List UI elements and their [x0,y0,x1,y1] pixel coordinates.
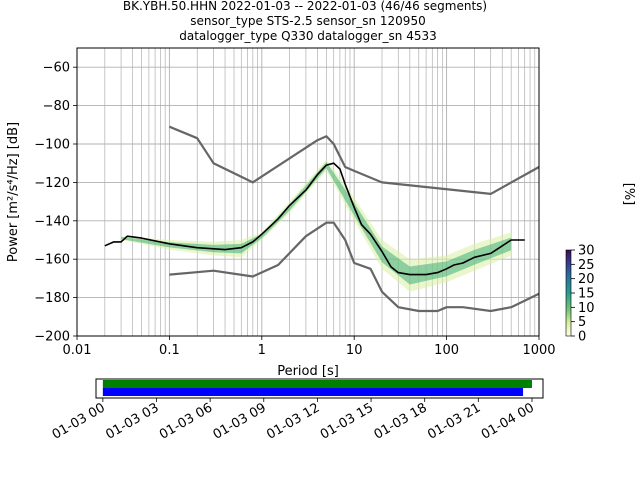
grid-lines [76,48,540,337]
noise-models [168,125,540,313]
low-noise-model-line [169,221,540,313]
colorbar-tick-label: 20 [578,272,595,287]
y-axis-ticks: −200 −180 −160 −140 −120 −100 −80 −60 [34,61,77,345]
y-tick-label: −100 [34,138,70,153]
coverage-tick-label: 01-03 00 [50,400,108,442]
title-line-3: datalogger_type Q330 datalogger_sn 4533 [179,29,437,43]
y-axis-label: Power [m²/s⁴/Hz] [dB] [6,122,21,262]
coverage-tick-label: 01-03 15 [318,400,376,442]
coverage-tick-label: 01-03 03 [103,400,161,442]
x-tick-label: 1 [258,343,266,358]
x-tick-label: 0.1 [159,343,180,358]
title-line-1: BK.YBH.50.HHN 2022-01-03 -- 2022-01-03 (… [123,0,487,13]
coverage-tick-label: 01-04 00 [479,400,537,442]
median-curve [104,162,525,276]
colorbar-tick-label: 5 [578,315,586,330]
high-noise-model-line [168,125,540,195]
median-line [104,162,525,276]
x-tick-label: 10 [346,343,363,358]
x-axis-ticks: 0.01 0.1 1 10 100 1000 [63,336,556,358]
colorbar-gradient [565,249,572,337]
colorbar-tick-label: 25 [578,258,595,273]
y-tick-label: −140 [34,214,70,229]
y-tick-label: −80 [43,99,70,114]
plot-frame [76,47,540,337]
x-axis-label: Period [s] [277,364,339,379]
coverage-tick-label: 01-03 18 [372,400,430,442]
coverage-tick-label: 01-03 06 [157,400,215,442]
colorbar-tick-label: 10 [578,301,595,316]
x-tick-label: 100 [434,343,459,358]
y-tick-label: −160 [34,253,70,268]
y-tick-label: −120 [34,176,70,191]
psd-plot: 0.01 0.1 1 10 100 1000 −200 −180 −160 −140 −120 −1… [34,47,556,358]
coverage-bar-green [102,380,532,388]
colorbar-label: [%] [621,183,636,206]
coverage-bars [102,380,532,396]
coverage-tick-label: 01-03 09 [211,400,269,442]
y-tick-label: −180 [34,291,70,306]
x-tick-label: 1000 [522,343,555,358]
coverage-tick-label: 01-03 12 [264,400,322,442]
x-tick-label: 0.01 [63,343,92,358]
coverage-tick-label: 01-03 21 [425,400,483,442]
colorbar-tick-label: 0 [578,330,586,345]
y-tick-label: −200 [34,330,70,345]
title-line-2: sensor_type STS-2.5 sensor_sn 120950 [190,14,425,28]
colorbar-tick-label: 30 [578,244,595,259]
coverage-bar-blue [102,388,524,396]
y-tick-label: −60 [43,61,70,76]
colorbar-tick-label: 15 [578,287,595,302]
